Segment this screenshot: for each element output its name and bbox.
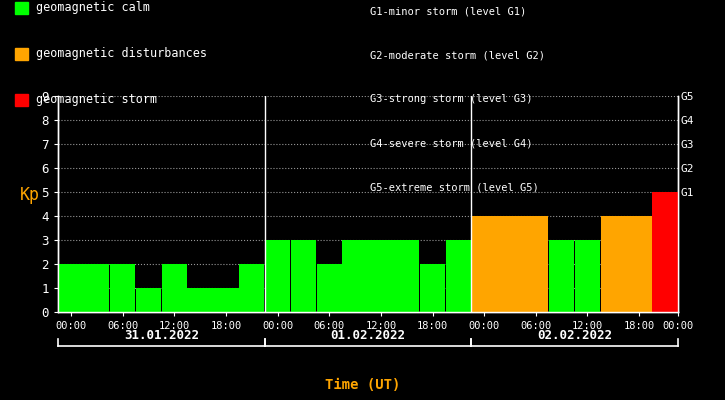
Bar [368, 240, 394, 312]
Bar [342, 240, 368, 312]
Bar [110, 264, 136, 312]
Bar [600, 216, 626, 312]
Bar [213, 288, 239, 312]
Text: G4-severe storm (level G4): G4-severe storm (level G4) [370, 138, 532, 148]
Bar [549, 240, 574, 312]
Bar [136, 288, 161, 312]
Text: geomagnetic disturbances: geomagnetic disturbances [36, 48, 207, 60]
Text: G5-extreme storm (level G5): G5-extreme storm (level G5) [370, 182, 539, 192]
Bar [523, 216, 549, 312]
Bar [317, 264, 342, 312]
Bar [187, 288, 212, 312]
Text: G1-minor storm (level G1): G1-minor storm (level G1) [370, 6, 526, 16]
Bar [291, 240, 316, 312]
Text: G2-moderate storm (level G2): G2-moderate storm (level G2) [370, 50, 544, 60]
Bar [420, 264, 445, 312]
Bar [471, 216, 497, 312]
Y-axis label: Kp: Kp [20, 186, 41, 204]
Text: geomagnetic storm: geomagnetic storm [36, 94, 157, 106]
Text: 02.02.2022: 02.02.2022 [537, 329, 612, 342]
Text: 31.01.2022: 31.01.2022 [124, 329, 199, 342]
Bar [446, 240, 471, 312]
Bar [58, 264, 83, 312]
Bar [265, 240, 290, 312]
Bar [162, 264, 187, 312]
Bar [239, 264, 265, 312]
Bar [652, 192, 678, 312]
Text: Time (UT): Time (UT) [325, 378, 400, 392]
Text: G3-strong storm (level G3): G3-strong storm (level G3) [370, 94, 532, 104]
Text: geomagnetic calm: geomagnetic calm [36, 2, 150, 14]
Bar [394, 240, 419, 312]
Bar [626, 216, 652, 312]
Text: 01.02.2022: 01.02.2022 [331, 329, 405, 342]
Bar [575, 240, 600, 312]
Bar [84, 264, 109, 312]
Bar [497, 216, 523, 312]
